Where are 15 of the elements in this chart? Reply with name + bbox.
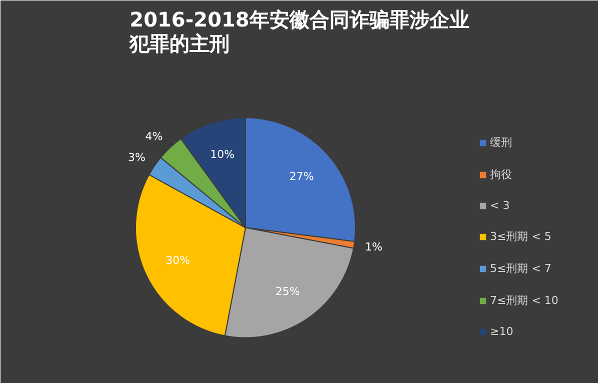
legend-label: ≥10 <box>490 325 514 338</box>
data-label: 1% <box>365 240 382 254</box>
chart-title: 2016-2018年安徽合同诈骗罪涉企业犯罪的主刑 <box>128 8 470 56</box>
data-label: 27% <box>289 170 314 184</box>
legend-label: 5≤刑期 < 7 <box>490 261 552 276</box>
data-label: 10% <box>210 148 235 161</box>
legend-label: 7≤刑期 < 10 <box>490 293 558 308</box>
legend-label: 缓刑 <box>490 135 512 150</box>
legend-label: < 3 <box>490 199 510 212</box>
data-label: 30% <box>166 254 190 268</box>
legend-label: 3≤刑期 < 5 <box>490 229 552 244</box>
data-label: 4% <box>145 130 163 144</box>
data-label: 3% <box>128 150 146 164</box>
data-label: 25% <box>275 285 300 298</box>
legend-label: 拘役 <box>490 167 512 182</box>
